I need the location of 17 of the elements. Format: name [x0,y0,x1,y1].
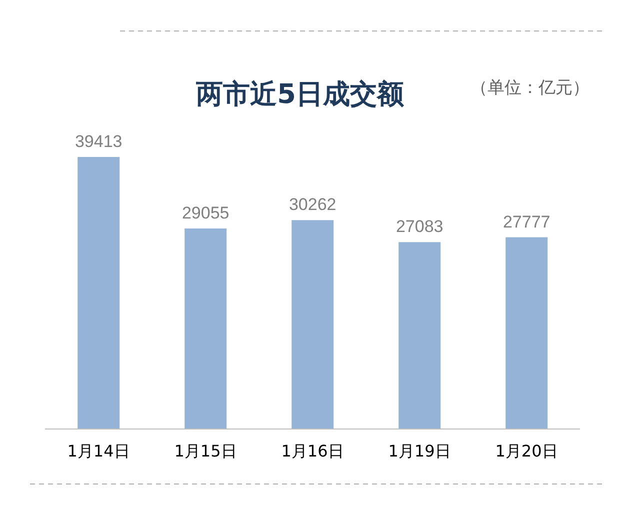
bar [184,228,227,429]
data-label: 39413 [74,132,122,151]
bar [506,237,548,429]
x-tick-label: 1月14日 [67,441,130,460]
data-label: 27777 [502,212,550,232]
bar [292,220,334,429]
chart-title: 两市近5日成交额 [195,78,405,112]
x-tick-label: 1月16日 [281,441,344,460]
x-tick-label: 1月20日 [495,441,558,460]
text: （单位：亿元） [470,77,590,99]
bar [78,157,120,429]
data-label: 27083 [396,217,444,236]
x-tick-label: 1月15日 [174,441,237,460]
bar [398,242,441,429]
x-tick-label: 1月19日 [388,441,451,460]
data-label: 29055 [182,203,230,222]
data-label: 30262 [288,195,336,214]
